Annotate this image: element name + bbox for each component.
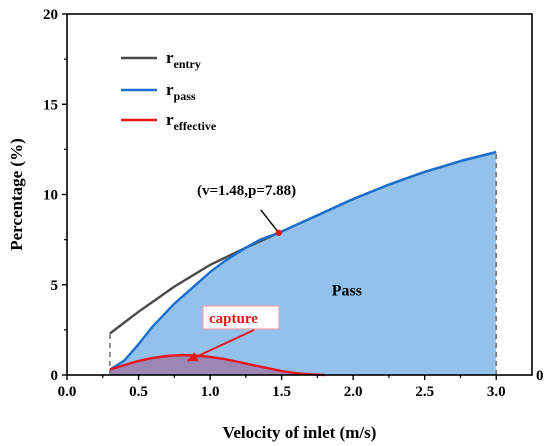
y-axis-label: Percentage (%) xyxy=(7,138,26,251)
y-tick-label: 5 xyxy=(51,278,59,294)
x-tick-label: 0.0 xyxy=(58,384,77,400)
boundary-lines xyxy=(109,152,498,375)
legend-label: rpass xyxy=(166,80,196,103)
pass-area xyxy=(109,152,497,375)
x-tick-label: 1.5 xyxy=(272,384,291,400)
legend-label: reffective xyxy=(166,110,217,133)
legend: rentry rpass reffective xyxy=(121,48,217,133)
legend-label: rentry xyxy=(166,48,201,71)
y-tick-label: 0 xyxy=(51,368,59,384)
point-leader-line xyxy=(260,209,280,234)
y-tick-label: 15 xyxy=(43,97,58,113)
pass-region-label: Pass xyxy=(332,283,362,300)
x-tick-label: 1.0 xyxy=(201,384,220,400)
capture-label: capture xyxy=(209,311,258,327)
capture-arrowhead xyxy=(187,352,199,362)
y-axis: 0 5 10 15 20 xyxy=(43,7,67,384)
series-line-r-effective xyxy=(109,353,325,377)
right-tick-label: 0 xyxy=(536,368,544,384)
point-marker xyxy=(275,229,282,236)
capture-label-box xyxy=(202,305,280,330)
capture-arrow xyxy=(187,329,255,362)
point-label: (v=1.48,p=7.88) xyxy=(197,183,296,199)
right-axis: 0 xyxy=(536,368,544,384)
x-axis: 0.0 0.5 1.0 1.5 2.0 2.5 3.0 xyxy=(58,375,506,400)
x-tick-label: 2.5 xyxy=(415,384,434,400)
series-line-r-pass xyxy=(109,150,497,371)
x-tick-label: 0.5 xyxy=(129,384,148,400)
x-tick-label: 2.0 xyxy=(344,384,363,400)
x-tick-label: 3.0 xyxy=(487,384,506,400)
y-tick-label: 10 xyxy=(43,188,58,204)
x-axis-label: Velocity of inlet (m/s) xyxy=(223,423,377,442)
y-tick-label: 20 xyxy=(43,7,58,23)
